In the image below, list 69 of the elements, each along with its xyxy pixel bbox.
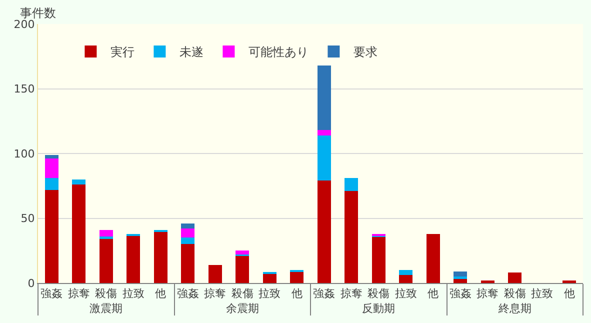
bar bbox=[317, 130, 331, 136]
bar bbox=[399, 270, 413, 276]
bar bbox=[344, 191, 358, 283]
x-tick-label: 拉致 bbox=[394, 287, 417, 300]
bar bbox=[154, 231, 168, 283]
text: 終息期 bbox=[497, 302, 532, 316]
y-axis-title: 事件数 bbox=[20, 6, 56, 20]
bar bbox=[72, 179, 86, 185]
y-tick-label: 100 bbox=[14, 147, 35, 160]
bar bbox=[236, 250, 250, 255]
bar bbox=[181, 228, 195, 238]
bar bbox=[99, 230, 113, 236]
x-tick-label: 掠奪 bbox=[340, 287, 362, 300]
x-tick-label: 他 bbox=[291, 287, 302, 300]
x-tick-label: 強姦 bbox=[40, 287, 63, 300]
bar bbox=[72, 184, 86, 283]
text: 激震期 bbox=[90, 302, 123, 316]
bar bbox=[262, 274, 276, 283]
bar bbox=[44, 178, 58, 190]
legend-label: 可能性あり bbox=[248, 45, 309, 60]
x-tick-label: 殺傷 bbox=[368, 287, 390, 300]
x-tick-label: 強姦 bbox=[449, 287, 472, 300]
bar bbox=[399, 275, 413, 283]
x-tick-label: 強姦 bbox=[176, 287, 199, 300]
bar bbox=[181, 223, 195, 229]
bar bbox=[480, 280, 494, 283]
bar bbox=[508, 272, 522, 283]
bar bbox=[181, 238, 195, 244]
bar bbox=[454, 271, 468, 277]
x-tick-label: 他 bbox=[564, 287, 575, 300]
bar bbox=[317, 65, 331, 130]
bar bbox=[562, 280, 576, 283]
bar bbox=[99, 236, 113, 239]
legend-label: 未遂 bbox=[180, 45, 204, 60]
y-tick-label: 150 bbox=[14, 82, 35, 96]
bar bbox=[236, 256, 250, 283]
bar bbox=[181, 244, 195, 283]
bar bbox=[44, 190, 58, 283]
x-tick-label: 掠奪 bbox=[68, 287, 90, 300]
bar bbox=[317, 135, 331, 181]
x-tick-label: 拉致 bbox=[122, 287, 144, 300]
bar bbox=[99, 238, 113, 283]
text: 余震期 bbox=[226, 302, 259, 316]
bar bbox=[454, 279, 468, 283]
bar bbox=[344, 178, 358, 192]
x-tick-label: 殺傷 bbox=[504, 287, 526, 300]
y-tick-label: 0 bbox=[28, 276, 35, 290]
x-tick-label: 掠奪 bbox=[204, 287, 226, 300]
y-tick-label: 200 bbox=[14, 18, 35, 31]
bar bbox=[372, 236, 386, 283]
x-tick-label: 拉致 bbox=[531, 287, 554, 300]
x-tick-label: 拉致 bbox=[258, 287, 281, 300]
bar bbox=[454, 276, 468, 280]
legend-label: 実行 bbox=[110, 45, 135, 60]
bar bbox=[426, 234, 440, 283]
x-tick-label: 殺傷 bbox=[231, 287, 254, 300]
x-tick-label: 掠奪 bbox=[476, 287, 499, 300]
bar bbox=[208, 264, 222, 283]
bar bbox=[126, 235, 140, 283]
x-tick-label: 殺傷 bbox=[95, 287, 118, 300]
legend-label: 要求 bbox=[354, 45, 378, 60]
x-tick-label: 他 bbox=[428, 287, 439, 300]
x-tick-label: 他 bbox=[155, 287, 166, 300]
y-tick-label: 50 bbox=[20, 212, 35, 226]
x-tick-label: 強姦 bbox=[313, 287, 336, 300]
text: 反動期 bbox=[362, 302, 396, 316]
bar bbox=[317, 180, 331, 283]
bar bbox=[44, 158, 58, 178]
bar bbox=[290, 271, 304, 283]
